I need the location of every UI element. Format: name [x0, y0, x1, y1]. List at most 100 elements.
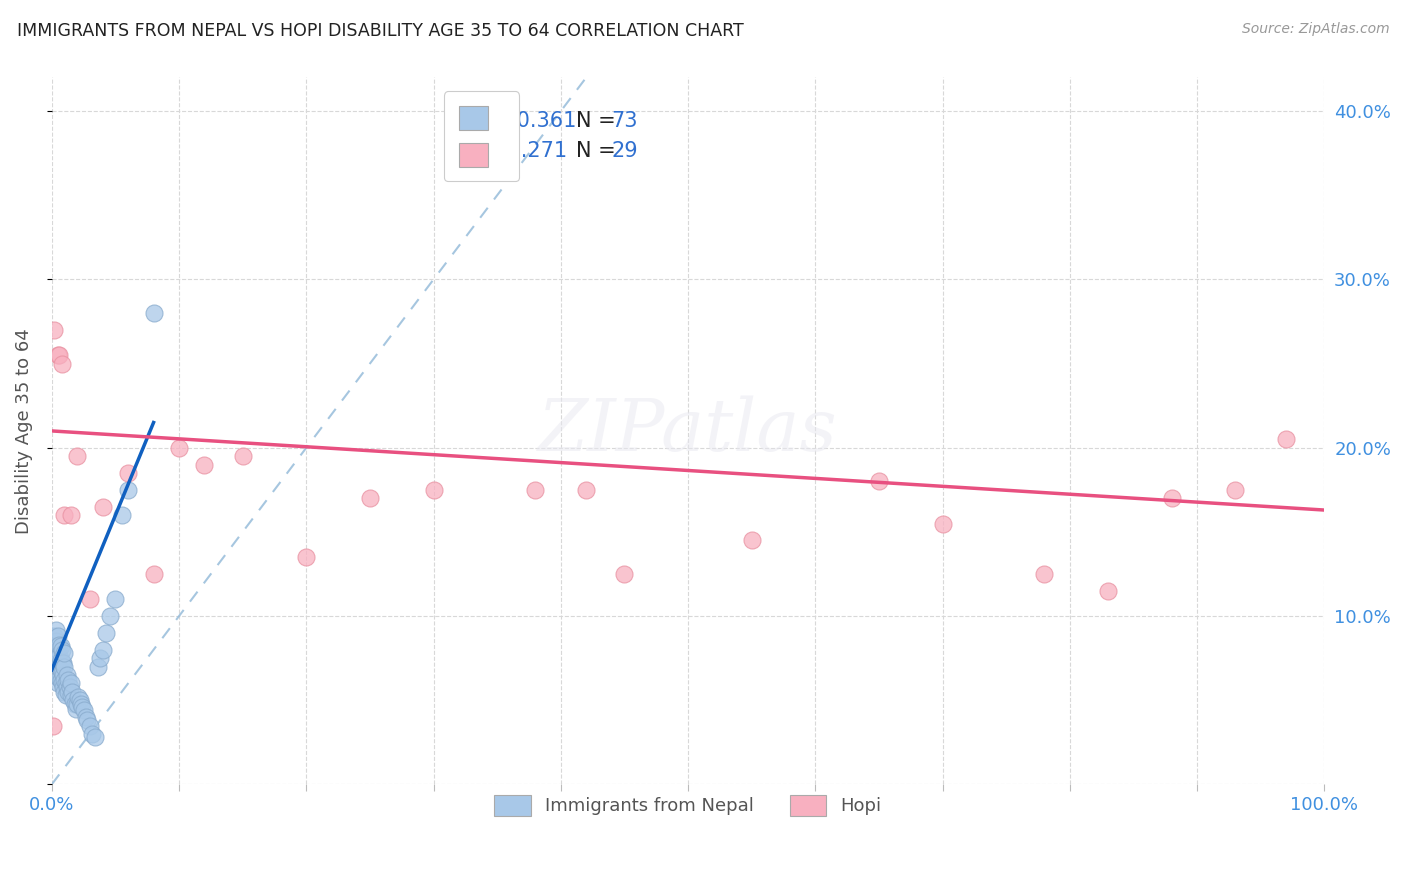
Point — [53, 685, 76, 699]
Point — [46, 676, 69, 690]
Point — [82, 727, 104, 741]
Point — [65, 701, 87, 715]
Point — [52, 657, 75, 671]
Point — [70, 697, 93, 711]
Point — [1033, 567, 1056, 582]
Point — [89, 651, 111, 665]
Point — [72, 700, 94, 714]
Point — [51, 676, 73, 690]
Point — [79, 592, 101, 607]
Point — [524, 483, 547, 497]
Point — [44, 659, 66, 673]
Point — [44, 323, 66, 337]
Point — [42, 642, 65, 657]
Point — [86, 659, 108, 673]
Point — [49, 673, 72, 687]
Point — [98, 609, 121, 624]
Point — [1225, 483, 1247, 497]
Point — [52, 680, 75, 694]
Point — [56, 680, 79, 694]
Point — [51, 655, 73, 669]
Point — [75, 710, 97, 724]
Text: -0.271: -0.271 — [499, 141, 567, 161]
Point — [575, 483, 598, 497]
Point — [45, 640, 67, 654]
Point — [111, 508, 134, 522]
Point — [55, 676, 77, 690]
Point — [72, 703, 94, 717]
Point — [42, 651, 65, 665]
Point — [44, 640, 66, 654]
Point — [48, 672, 70, 686]
Point — [49, 663, 72, 677]
Point — [58, 685, 80, 699]
Point — [96, 626, 118, 640]
Point — [359, 491, 381, 506]
Point — [1097, 583, 1119, 598]
Point — [104, 592, 127, 607]
Legend: Immigrants from Nepal, Hopi: Immigrants from Nepal, Hopi — [485, 786, 891, 825]
Point — [48, 659, 70, 673]
Point — [76, 714, 98, 728]
Point — [232, 449, 254, 463]
Point — [48, 649, 70, 664]
Point — [49, 653, 72, 667]
Point — [67, 690, 90, 704]
Point — [46, 655, 69, 669]
Point — [167, 441, 190, 455]
Point — [91, 642, 114, 657]
Point — [46, 642, 69, 657]
Point — [1160, 491, 1182, 506]
Point — [79, 718, 101, 732]
Point — [45, 659, 67, 673]
Point — [931, 516, 953, 531]
Point — [59, 688, 82, 702]
Point — [46, 629, 69, 643]
Point — [49, 640, 72, 654]
Point — [422, 483, 444, 497]
Point — [51, 357, 73, 371]
Point — [53, 508, 76, 522]
Point — [42, 668, 65, 682]
Point — [142, 306, 165, 320]
Point — [44, 646, 66, 660]
Point — [45, 651, 67, 665]
Text: R =: R = — [461, 112, 501, 131]
Point — [62, 693, 84, 707]
Text: R =: R = — [461, 141, 501, 161]
Text: Source: ZipAtlas.com: Source: ZipAtlas.com — [1241, 22, 1389, 37]
Point — [59, 508, 82, 522]
Point — [741, 533, 763, 548]
Point — [1275, 433, 1298, 447]
Point — [91, 500, 114, 514]
Point — [53, 659, 76, 673]
Point — [58, 673, 80, 687]
Text: 29: 29 — [612, 141, 638, 161]
Point — [45, 634, 67, 648]
Point — [56, 668, 79, 682]
Point — [51, 642, 73, 657]
Point — [868, 475, 890, 489]
Point — [53, 673, 76, 687]
Point — [66, 697, 89, 711]
Text: ZIPatlas: ZIPatlas — [538, 396, 838, 467]
Text: 0.361: 0.361 — [510, 112, 576, 131]
Point — [613, 567, 636, 582]
Point — [48, 348, 70, 362]
Point — [117, 466, 139, 480]
Point — [48, 638, 70, 652]
Point — [51, 665, 73, 679]
Point — [84, 731, 107, 745]
Point — [45, 646, 67, 660]
Y-axis label: Disability Age 35 to 64: Disability Age 35 to 64 — [15, 328, 32, 533]
Point — [60, 685, 83, 699]
Point — [44, 629, 66, 643]
Text: IMMIGRANTS FROM NEPAL VS HOPI DISABILITY AGE 35 TO 64 CORRELATION CHART: IMMIGRANTS FROM NEPAL VS HOPI DISABILITY… — [17, 22, 744, 40]
Point — [66, 449, 89, 463]
Point — [58, 680, 80, 694]
Point — [55, 688, 77, 702]
Text: N =: N = — [576, 112, 616, 131]
Text: 73: 73 — [612, 112, 638, 131]
Point — [69, 693, 91, 707]
Point — [45, 623, 67, 637]
